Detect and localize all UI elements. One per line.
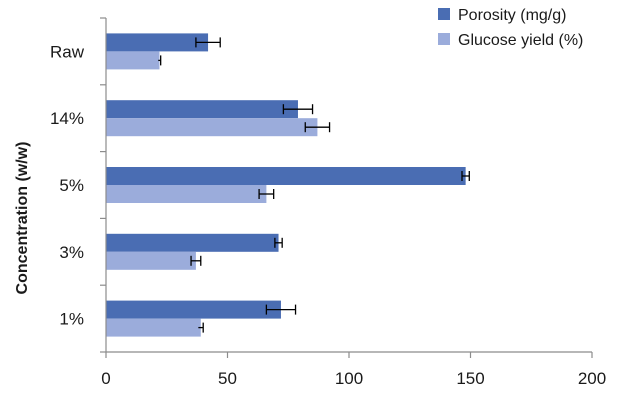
legend-label: Porosity (mg/g) <box>458 7 566 24</box>
x-tick-label: 150 <box>456 369 484 388</box>
legend: Porosity (mg/g) Glucose yield (%) <box>438 7 583 49</box>
bar <box>106 100 298 119</box>
x-tick-label: 100 <box>335 369 363 388</box>
bar <box>106 251 196 270</box>
bar <box>106 233 279 252</box>
x-tick-label: 200 <box>578 369 606 388</box>
bar <box>106 118 318 137</box>
bar <box>106 185 267 203</box>
bar <box>106 318 201 337</box>
bars-layer <box>106 33 470 337</box>
bar <box>106 51 160 70</box>
y-tick-label: 14% <box>50 109 84 128</box>
y-axis-title: Concentration (w/w) <box>14 142 31 295</box>
legend-swatch <box>438 33 450 45</box>
bar <box>106 167 466 185</box>
x-tick-label: 0 <box>101 369 110 388</box>
legend-label: Glucose yield (%) <box>458 32 583 49</box>
x-tick-label: 50 <box>218 369 237 388</box>
y-tick-label: 3% <box>59 243 84 262</box>
y-tick-label: 1% <box>59 310 84 329</box>
ticks-layer: 0 50 100 150 200 Raw 14% 5% 3% 1% <box>50 17 606 388</box>
bar <box>106 300 281 319</box>
legend-swatch <box>438 8 450 20</box>
y-tick-label: 5% <box>59 176 84 195</box>
y-tick-label: Raw <box>50 42 85 61</box>
bar <box>106 33 209 52</box>
